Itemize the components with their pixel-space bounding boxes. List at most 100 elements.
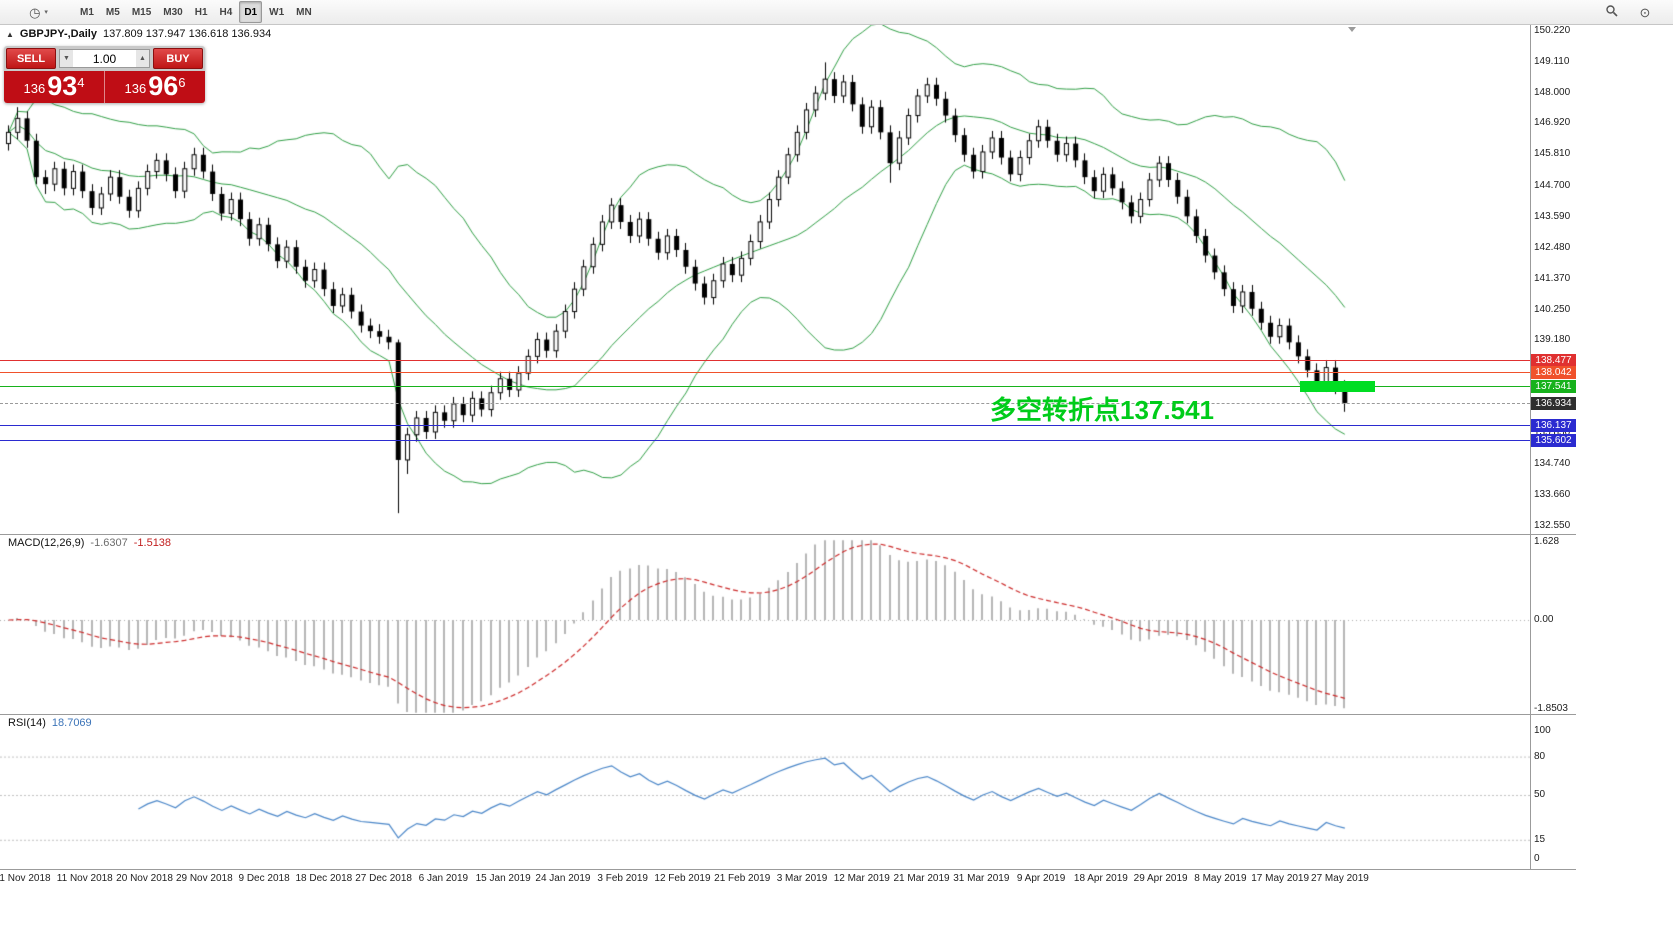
macd-value: -1.6307 [90,537,128,549]
rsi-pane-canvas[interactable] [0,715,1530,869]
rsi-name: RSI(14) [8,717,46,729]
macd-axis-tick: 0.00 [1534,614,1554,625]
date-axis-label: 8 May 2019 [1194,873,1247,884]
date-axis-label: 27 Dec 2018 [355,873,412,884]
rsi-axis-tick: 15 [1534,833,1546,845]
chart-shift-marker-icon[interactable] [1348,27,1356,32]
support-line-2[interactable] [0,440,1530,442]
price-axis-tick: 132.550 [1534,519,1571,531]
date-axis-label: 18 Dec 2018 [295,873,353,884]
buy-price-prefix: 136 [124,81,147,97]
price-axis-tick: 140.250 [1534,304,1571,316]
support-line-1[interactable] [0,425,1530,427]
pivot-line-price-badge: 137.541 [1531,380,1576,393]
resistance-line-2[interactable] [0,371,1530,373]
buy-price-display[interactable]: 136 96 6 [104,71,205,104]
main-macd-pane-separator[interactable] [0,534,1576,535]
timeframe-button-m30[interactable]: M30 [163,6,183,18]
collapse-trade-panel-icon[interactable]: ▲ [6,29,14,39]
support-line-2-price-badge: 135.602 [1531,434,1576,448]
settings-icon: ⊙ [1639,4,1651,20]
timeframe-button-mn[interactable]: MN [296,6,312,18]
price-axis-tick: 145.810 [1534,148,1571,160]
highlight-rectangle-object[interactable] [1300,381,1375,392]
volume-decrease-button[interactable]: ▼ [60,50,73,67]
chart-window: 多空转折点137.541 ▲ GBPJPY-,Daily 137.809 137… [0,25,1673,947]
buy-price-big: 96 [148,71,179,101]
date-axis-label: 15 Jan 2019 [475,873,531,884]
volume-increase-button[interactable]: ▲ [136,50,149,67]
toolbar-right-group: ⊙ [1597,1,1669,23]
date-axis-label: 3 Feb 2019 [597,873,648,884]
timeframe-button-h1[interactable]: H1 [194,6,208,18]
sell-price-sup: 4 [77,75,85,90]
rsi-dateaxis-separator[interactable] [0,869,1576,870]
resistance-line-2-price-badge: 138.042 [1531,365,1576,379]
timeframe-button-h4[interactable]: H4 [219,6,233,18]
timeframe-button-m5[interactable]: M5 [105,6,120,18]
resistance-line-1[interactable] [0,359,1530,361]
rsi-axis-tick: 50 [1534,789,1546,800]
price-axis-tick: 146.920 [1534,117,1571,129]
price-axis-tick: 142.480 [1534,241,1571,253]
date-axis-label: 6 Jan 2019 [418,873,469,884]
chart-text-annotation[interactable]: 多空转折点137.541 [990,395,1214,425]
top-toolbar: 新订单◆▦▶自动交易⊕⊖▦▾◷▾▤▾│─╱∥ƒ◻A↗ M1M5M15M30H1H… [0,0,1673,316]
date-axis-label: 20 Nov 2018 [116,873,173,884]
volume-input[interactable] [73,50,136,67]
buy-price-sup: 6 [178,75,186,90]
search-icon [1605,4,1618,20]
quick-settings-button[interactable]: ⊙ [1631,1,1659,23]
price-axis-tick: 139.180 [1534,334,1571,346]
timeframe-button-group: M1 M5 M15 M30 H1 H4 D1 W1 MN [74,1,318,23]
volume-stepper: ▼ ▲ [59,49,150,68]
bid-price-line[interactable] [0,403,1530,404]
bid-price-line-price-badge: 136.934 [1531,397,1576,410]
price-axis-border [1530,25,1531,869]
date-axis-label: 27 May 2019 [1311,873,1369,884]
date-axis-label: 24 Jan 2019 [535,873,591,884]
price-axis-tick: 149.110 [1534,56,1570,68]
sell-price-display[interactable]: 136 93 4 [4,71,104,103]
date-axis-label: 31 Mar 2019 [953,873,1010,884]
date-axis-label: 12 Mar 2019 [833,873,890,884]
date-axis-label: 29 Nov 2018 [175,873,233,884]
price-axis-tick: 134.740 [1534,458,1571,470]
macd-axis-tick: -1.8503 [1534,702,1568,714]
symbol-info-bar: ▲ GBPJPY-,Daily 137.809 137.947 136.618 … [6,28,271,40]
one-click-trade-panel: SELL ▼ ▲ BUY 136 93 4 136 96 6 [4,46,205,104]
date-axis-label: 11 Nov 2018 [56,873,113,884]
timeframe-button-d1[interactable]: D1 [239,1,263,23]
periods-button[interactable]: ◷ ▾ [4,1,73,23]
date-axis-label: 9 Dec 2018 [238,873,290,884]
price-axis-tick: 148.000 [1534,87,1571,99]
date-axis-label: 1 Nov 2018 [0,873,51,884]
timeframe-button-m15[interactable]: M15 [131,6,152,18]
rsi-axis-tick: 80 [1534,750,1546,762]
macd-rsi-pane-separator[interactable] [0,714,1576,715]
macd-axis-tick: 1.628 [1534,535,1560,547]
trade-panel-prices: 136 93 4 136 96 6 [4,71,205,104]
main-chart-canvas[interactable] [0,25,1530,534]
symbol-ohlc-values: 137.809 137.947 136.618 136.934 [102,28,272,40]
date-axis[interactable]: 1 Nov 2018 11 Nov 2018 20 Nov 2018 29 Nov 2… [0,873,1530,889]
pivot-line[interactable] [0,386,1530,387]
date-axis-label: 12 Feb 2019 [654,873,711,884]
price-axis-tick: 150.220 [1534,25,1571,36]
rsi-axis-tick: 100 [1534,725,1551,736]
macd-indicator-label: MACD(12,26,9) -1.6307 -1.5138 [8,537,171,549]
date-axis-label: 29 Apr 2019 [1133,873,1188,884]
date-axis-label: 3 Mar 2019 [776,873,828,884]
price-axis-tick: 135.850 [1534,427,1571,439]
rsi-indicator-label: RSI(14) 18.7069 [8,717,92,729]
search-button[interactable] [1597,1,1625,23]
macd-pane-canvas[interactable] [0,535,1530,714]
rsi-value: 18.7069 [51,717,92,729]
sell-price-big: 93 [47,71,78,101]
buy-button[interactable]: BUY [153,48,203,69]
macd-name: MACD(12,26,9) [8,537,85,549]
sell-price-prefix: 136 [23,81,46,97]
sell-button[interactable]: SELL [6,48,56,69]
timeframe-button-m1[interactable]: M1 [80,6,94,18]
timeframe-button-w1[interactable]: W1 [269,6,285,18]
